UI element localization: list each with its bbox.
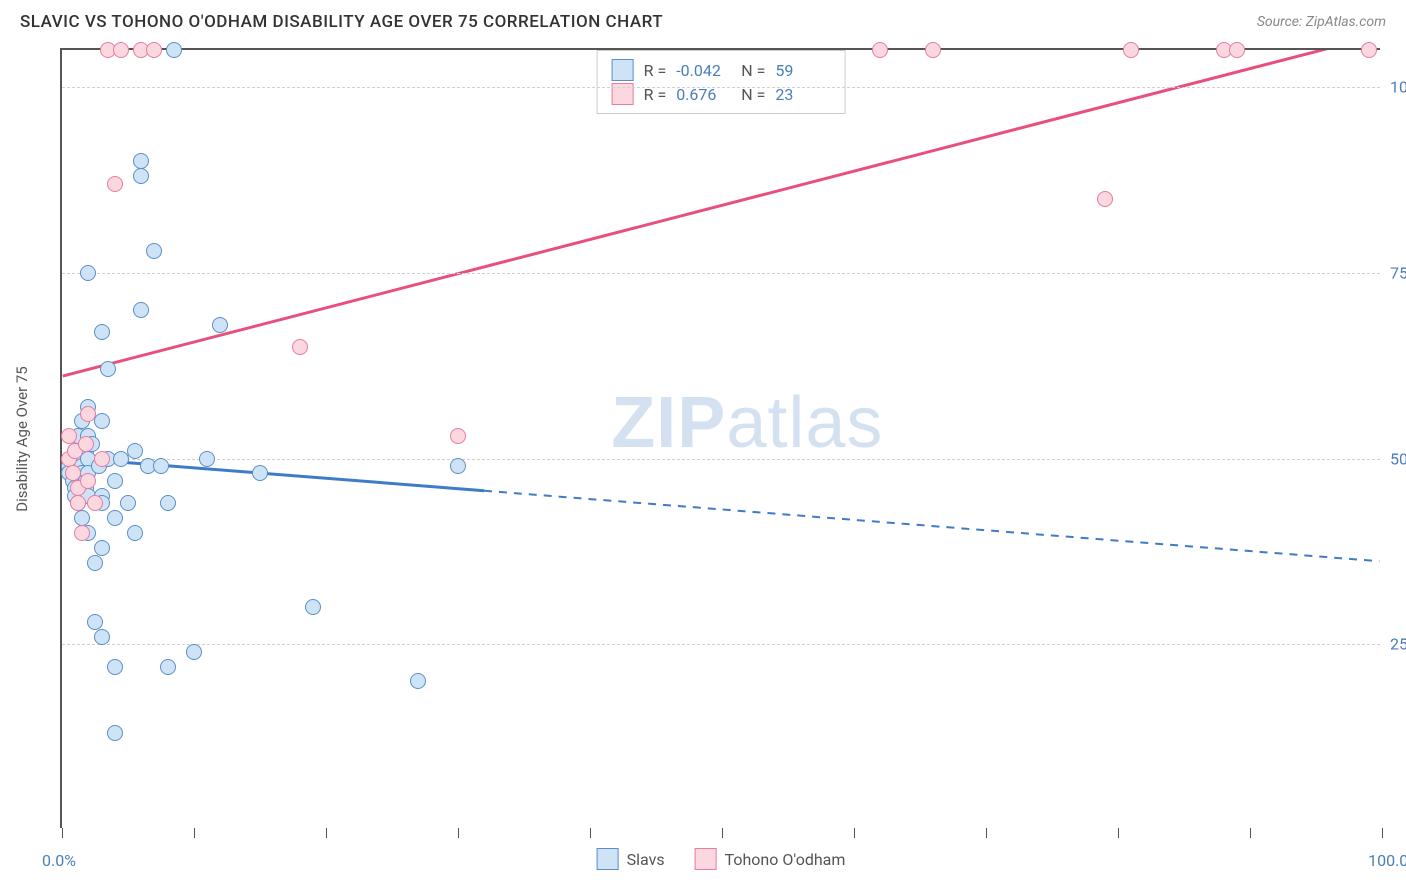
data-point bbox=[107, 473, 123, 489]
header: SLAVIC VS TOHONO O'ODHAM DISABILITY AGE … bbox=[0, 0, 1406, 40]
data-point bbox=[78, 436, 94, 452]
gridline bbox=[62, 273, 1380, 274]
data-point bbox=[120, 495, 136, 511]
n-value: 59 bbox=[775, 61, 830, 80]
x-tick bbox=[986, 828, 987, 838]
y-tick-label: 100.0% bbox=[1390, 78, 1406, 97]
data-point bbox=[166, 42, 182, 58]
legend-series-item: Slavs bbox=[597, 848, 665, 870]
data-point bbox=[160, 495, 176, 511]
x-tick bbox=[326, 828, 327, 838]
data-point bbox=[925, 42, 941, 58]
chart-title: SLAVIC VS TOHONO O'ODHAM DISABILITY AGE … bbox=[20, 12, 663, 32]
data-point bbox=[100, 361, 116, 377]
data-point bbox=[74, 510, 90, 526]
chart-container: ZIPatlas Disability Age Over 75 0.0% 100… bbox=[60, 48, 1380, 828]
legend-swatch bbox=[695, 848, 717, 870]
data-point bbox=[146, 243, 162, 259]
data-point bbox=[87, 614, 103, 630]
legend-swatch bbox=[612, 59, 634, 81]
data-point bbox=[133, 168, 149, 184]
x-tick bbox=[62, 828, 63, 838]
legend-series-label: Slavs bbox=[627, 850, 665, 869]
data-point bbox=[410, 673, 426, 689]
data-point bbox=[107, 176, 123, 192]
legend-swatch bbox=[597, 848, 619, 870]
x-tick bbox=[590, 828, 591, 838]
watermark: ZIPatlas bbox=[611, 382, 883, 464]
x-tick bbox=[722, 828, 723, 838]
data-point bbox=[127, 443, 143, 459]
data-point bbox=[87, 555, 103, 571]
gridline bbox=[62, 644, 1380, 645]
data-point bbox=[87, 495, 103, 511]
data-point bbox=[65, 465, 81, 481]
data-point bbox=[252, 465, 268, 481]
data-point bbox=[450, 428, 466, 444]
data-point bbox=[212, 317, 228, 333]
data-point bbox=[292, 339, 308, 355]
x-tick bbox=[1382, 828, 1383, 838]
x-tick bbox=[854, 828, 855, 838]
y-tick-label: 75.0% bbox=[1390, 263, 1406, 282]
n-label: N = bbox=[741, 61, 765, 80]
data-point bbox=[107, 510, 123, 526]
data-point bbox=[1097, 191, 1113, 207]
plot-area: ZIPatlas Disability Age Over 75 0.0% 100… bbox=[60, 48, 1380, 828]
data-point bbox=[61, 428, 77, 444]
x-axis-min-label: 0.0% bbox=[42, 851, 76, 870]
r-value: -0.042 bbox=[676, 61, 731, 80]
data-point bbox=[107, 659, 123, 675]
data-point bbox=[70, 495, 86, 511]
data-point bbox=[1123, 42, 1139, 58]
data-point bbox=[94, 540, 110, 556]
data-point bbox=[74, 525, 90, 541]
x-tick bbox=[1118, 828, 1119, 838]
y-tick-label: 25.0% bbox=[1390, 635, 1406, 654]
data-point bbox=[94, 451, 110, 467]
data-point bbox=[113, 42, 129, 58]
data-point bbox=[80, 473, 96, 489]
data-point bbox=[94, 629, 110, 645]
y-tick-label: 50.0% bbox=[1390, 449, 1406, 468]
data-point bbox=[146, 42, 162, 58]
data-point bbox=[450, 458, 466, 474]
legend-series-label: Tohono O'odham bbox=[725, 850, 846, 869]
source-label: Source: ZipAtlas.com bbox=[1257, 14, 1386, 30]
y-axis-title: Disability Age Over 75 bbox=[13, 366, 31, 511]
data-point bbox=[199, 451, 215, 467]
legend-series-item: Tohono O'odham bbox=[695, 848, 846, 870]
data-point bbox=[133, 302, 149, 318]
r-label: R = bbox=[644, 61, 667, 80]
data-point bbox=[1361, 42, 1377, 58]
legend-stat-row: R = -0.042 N = 59 bbox=[612, 59, 831, 81]
gridline bbox=[62, 87, 1380, 88]
data-point bbox=[153, 458, 169, 474]
trend-lines bbox=[62, 50, 1380, 828]
x-tick bbox=[1250, 828, 1251, 838]
x-axis-max-label: 100.0% bbox=[1368, 851, 1406, 870]
data-point bbox=[80, 406, 96, 422]
correlation-legend: R =-0.042N =59R =0.676N =23 bbox=[597, 50, 846, 114]
data-point bbox=[160, 659, 176, 675]
data-point bbox=[186, 644, 202, 660]
gridline bbox=[62, 459, 1380, 460]
series-legend: Slavs Tohono O'odham bbox=[597, 848, 846, 870]
data-point bbox=[94, 324, 110, 340]
data-point bbox=[107, 725, 123, 741]
x-tick bbox=[194, 828, 195, 838]
data-point bbox=[133, 153, 149, 169]
data-point bbox=[127, 525, 143, 541]
trend-line-dashed bbox=[484, 491, 1379, 562]
data-point bbox=[1229, 42, 1245, 58]
data-point bbox=[305, 599, 321, 615]
data-point bbox=[872, 42, 888, 58]
x-tick bbox=[458, 828, 459, 838]
data-point bbox=[80, 265, 96, 281]
